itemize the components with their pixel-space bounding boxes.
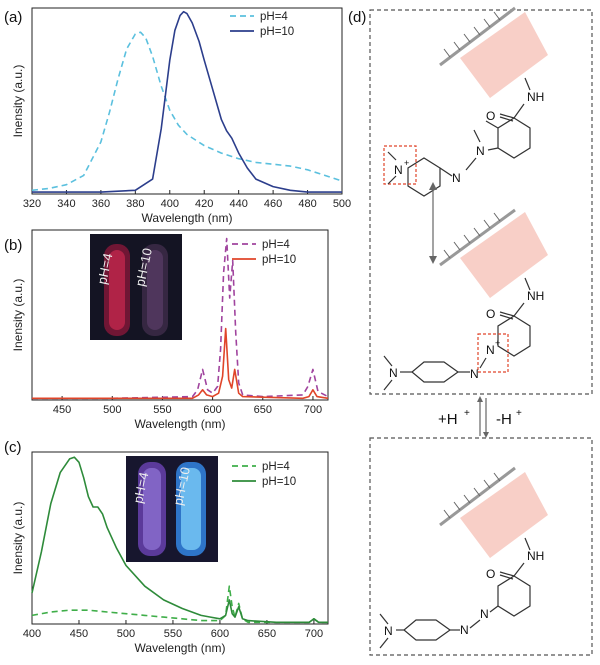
x-tick-label-a: 480: [298, 198, 316, 210]
amine-n-2: N: [389, 366, 398, 380]
x-tick-label-a: 400: [161, 198, 179, 210]
scheme-box-top: [369, 9, 593, 395]
legend-label-a-1: pH=10: [260, 26, 294, 38]
y-axis-label-a: Inensity (a.u.): [11, 65, 25, 138]
series-line-b-0: [32, 237, 329, 400]
inset-b-label-ph4: pH=4: [94, 252, 115, 286]
y-axis-label-c: Inensity (a.u.): [11, 502, 25, 575]
x-tick-label-a: 340: [57, 198, 75, 210]
amine-n-3: N: [384, 624, 393, 638]
series-line-c-0: [31, 585, 328, 624]
chart-b: 450 500 550 600 650 700 Wavelength (nm) Inensit…: [11, 229, 329, 431]
surface-3: [439, 466, 548, 558]
series-line-c-1: [31, 456, 328, 624]
benzene-1: [497, 117, 531, 159]
surface-2: [439, 208, 548, 298]
legend-label-a-0: pH=4: [260, 11, 288, 23]
x-tick-label-a: 320: [23, 198, 41, 210]
x-axis-label-c: Wavelength (nm): [135, 641, 226, 655]
x-tick-label-b: 450: [53, 404, 71, 416]
panel-label-b: (b): [4, 237, 22, 254]
azo-n-3a: N: [480, 607, 489, 621]
x-tick-label-b: 650: [254, 404, 272, 416]
inset-photo-c: pH=4 pH=10: [126, 456, 218, 562]
azo-n-2a: N: [486, 343, 495, 357]
benzene-3: [411, 361, 460, 383]
panel-label-a: (a): [4, 9, 22, 26]
protonation-plus: +: [464, 408, 470, 419]
protonation-label: +H: [438, 411, 458, 428]
inset-c-label-ph4: pH=4: [130, 471, 151, 505]
legend-label-b-0: pH=4: [262, 239, 290, 251]
x-tick-label-c: 400: [23, 628, 41, 640]
scheme-panel: NH O N N N + NH O: [369, 6, 593, 656]
benzene-4: [497, 575, 531, 617]
deprotonation-label: -H: [496, 411, 512, 428]
quinoid-ring-1: [407, 157, 441, 197]
x-tick-label-b: 700: [304, 404, 322, 416]
chart-c: 400 450 500 550 600 650 700 Wavelength (nm) Inen…: [11, 451, 329, 655]
amide-nh-2: NH: [527, 289, 544, 303]
plot-frame-b: [31, 229, 329, 401]
highlight-n-2: [477, 333, 509, 373]
inset-photo-b: pH=4 pH=10: [90, 234, 182, 340]
legend-label-c-1: pH=10: [262, 476, 296, 488]
x-tick-label-a: 500: [333, 198, 351, 210]
x-axis-label-b: Wavelength (nm): [135, 417, 226, 431]
highlight-n-1: [383, 145, 417, 185]
x-tick-label-c: 700: [305, 628, 323, 640]
panel-label-c: (c): [4, 439, 22, 456]
carbonyl-o-1: O: [486, 109, 495, 123]
surface-1: [439, 6, 548, 98]
deprotonation-plus: +: [516, 408, 522, 419]
panel-label-d: (d): [348, 9, 366, 26]
x-tick-label-c: 600: [211, 628, 229, 640]
x-tick-label-a: 360: [92, 198, 110, 210]
x-tick-label-c: 450: [70, 628, 88, 640]
benzene-5: [403, 619, 452, 641]
x-axis-label-a: Wavelength (nm): [142, 211, 233, 225]
chart-a: 320 340 360 380 400 420 440 460 480 500 Wavelength…: [11, 7, 351, 225]
plot-frame-c: [31, 451, 329, 625]
azo-n-2b: N: [470, 367, 479, 381]
iminium-n: N: [394, 163, 403, 177]
x-tick-label-c: 550: [164, 628, 182, 640]
series-line-a-0: [31, 31, 343, 192]
carbonyl-o-2: O: [486, 307, 495, 321]
azo-n-1a: N: [476, 144, 485, 158]
y-axis-label-b: Inensity (a.u.): [11, 279, 25, 352]
x-tick-label-b: 600: [203, 404, 221, 416]
scheme-box-bottom: [369, 437, 593, 656]
amide-nh-3: NH: [527, 549, 544, 563]
x-tick-label-c: 500: [117, 628, 135, 640]
legend-label-b-1: pH=10: [262, 254, 296, 266]
legend-label-c-0: pH=4: [262, 461, 290, 473]
x-tick-label-a: 460: [264, 198, 282, 210]
amide-nh-1: NH: [527, 90, 544, 104]
iminium-plus: +: [404, 158, 409, 168]
series-line-b-1: [32, 327, 329, 400]
x-tick-label-b: 550: [153, 404, 171, 416]
series-line-a-1: [32, 10, 342, 193]
azo-n-1b: N: [452, 171, 461, 185]
benzene-2: [497, 315, 531, 357]
x-tick-label-b: 500: [103, 404, 121, 416]
azo-n-3b: N: [460, 623, 469, 637]
x-tick-label-c: 650: [258, 628, 276, 640]
azo-n-2a-plus: +: [495, 338, 500, 348]
x-tick-label-a: 420: [195, 198, 213, 210]
x-tick-label-a: 380: [126, 198, 144, 210]
plot-frame-a: [31, 7, 343, 195]
carbonyl-o-3: O: [486, 567, 495, 581]
x-tick-label-a: 440: [229, 198, 247, 210]
